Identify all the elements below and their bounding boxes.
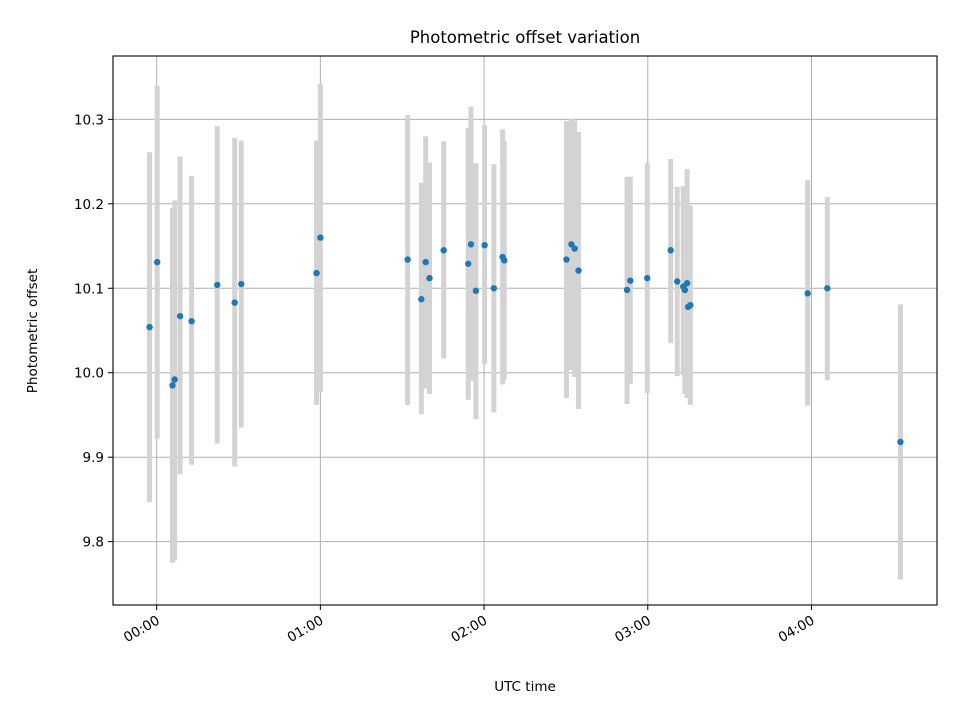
data-point (418, 296, 425, 303)
data-point (804, 290, 811, 297)
data-point (313, 269, 320, 277)
data-point (231, 299, 238, 306)
data-point (169, 382, 176, 389)
data-point (238, 280, 245, 288)
data-point (176, 312, 184, 320)
data-point (490, 285, 498, 292)
chart-title: Photometric offset variation (410, 28, 640, 47)
data-point (687, 301, 694, 309)
data-point (188, 318, 195, 325)
data-point (472, 287, 480, 295)
data-point (426, 274, 433, 282)
data-point (824, 285, 831, 292)
data-point (623, 286, 631, 294)
data-point (317, 234, 324, 241)
x-axis-label: UTC time (494, 679, 556, 695)
data-point (683, 280, 691, 287)
data-point (563, 256, 570, 263)
point-layer (146, 234, 904, 446)
y-tick-label: 10.2 (74, 197, 104, 213)
data-point (467, 241, 475, 248)
data-point (501, 257, 508, 264)
data-point (644, 274, 651, 282)
data-point (575, 267, 582, 274)
data-point (404, 256, 411, 263)
y-tick-label: 9.9 (83, 450, 104, 466)
data-point (674, 278, 681, 285)
y-tick-label: 9.8 (83, 535, 104, 551)
data-point (146, 323, 153, 331)
y-tick-label: 10.3 (74, 112, 104, 128)
data-point (627, 277, 634, 284)
data-point (481, 241, 488, 249)
data-point (214, 281, 221, 289)
data-point (154, 258, 161, 266)
data-point (681, 286, 689, 294)
y-tick-label: 10.1 (74, 281, 104, 297)
y-axis-label: Photometric offset (25, 269, 41, 393)
data-point (571, 245, 578, 252)
data-point (440, 247, 447, 254)
data-point (171, 376, 178, 383)
data-point (465, 260, 472, 267)
data-point (422, 258, 429, 266)
y-tick-label: 10.0 (74, 366, 104, 382)
data-point (667, 247, 674, 254)
plot-area-frame (112, 55, 938, 606)
data-point (897, 438, 904, 446)
